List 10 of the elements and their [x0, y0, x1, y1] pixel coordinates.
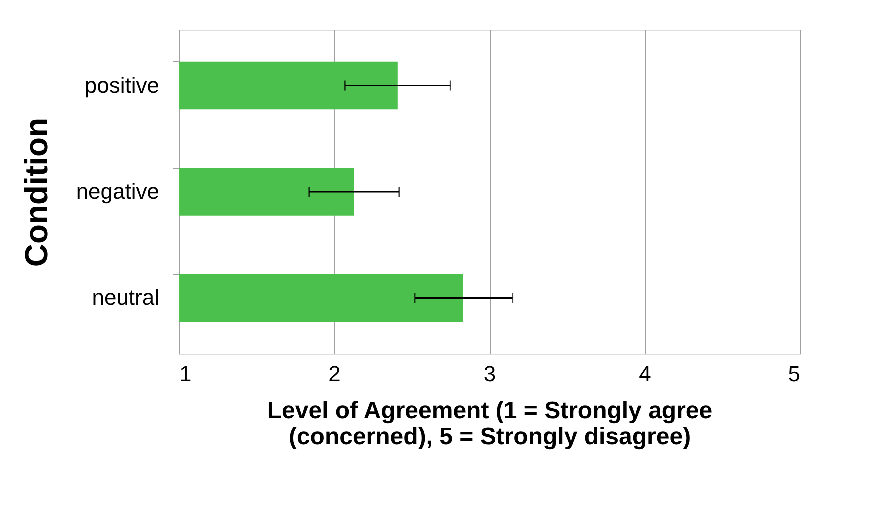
- x-tick-label: 4: [639, 362, 652, 386]
- y-tick-label: negative: [76, 179, 160, 204]
- y-tick-label: neutral: [92, 285, 160, 310]
- x-axis-title: Level of Agreement (1 = Strongly agree (concerned), 5 = Strongly disagree): [267, 398, 713, 450]
- y-axis-title: Condition: [18, 118, 54, 268]
- x-tick-label: 3: [484, 362, 496, 386]
- x-tick-label: 1: [180, 362, 192, 386]
- x-tick-label: 2: [328, 362, 341, 386]
- x-tick-label: 5: [788, 362, 800, 386]
- y-tick-label: positive: [84, 72, 160, 98]
